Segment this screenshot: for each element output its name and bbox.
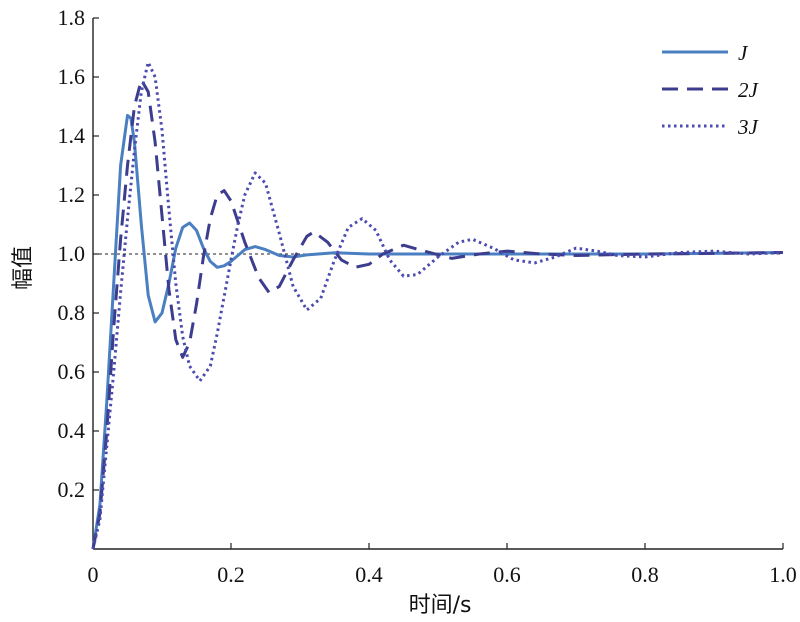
series-line-j (91, 113, 784, 550)
series-line-2j (91, 78, 784, 550)
series-group (91, 60, 784, 550)
y-tick-label: 1.6 (58, 64, 86, 89)
series-line-3j (91, 60, 784, 550)
legend: J 2J 3J (662, 41, 760, 139)
x-tick-label: 0.8 (631, 562, 659, 587)
y-tick-label: 1.0 (58, 241, 86, 266)
y-tick-label: 0.8 (58, 300, 86, 325)
axes (92, 17, 784, 550)
y-tick-label: 1.2 (58, 182, 86, 207)
legend-label-2j: 2J (738, 78, 760, 102)
x-axis-label: 时间/s (409, 593, 472, 618)
x-tick-label: 0 (88, 562, 99, 587)
y-tick-label: 1.4 (58, 123, 86, 148)
y-tick-label: 1.8 (58, 5, 86, 30)
y-tick-label: 0.2 (58, 477, 86, 502)
legend-label-3j: 3J (737, 115, 760, 139)
y-tick-label: 0.6 (58, 359, 86, 384)
x-tick-label: 0.2 (217, 562, 245, 587)
tick-labels: 0 0.2 0.4 0.6 0.8 1.0 0.2 0.4 0.6 0.8 1.0 1.2 1.4 1.6… (58, 5, 797, 587)
x-tick-label: 0.4 (355, 562, 383, 587)
x-tick-label: 0.6 (493, 562, 521, 587)
y-tick-label: 0.4 (58, 418, 86, 443)
x-tick-label: 1.0 (769, 562, 797, 587)
legend-label-j: J (738, 41, 749, 65)
y-axis-label: 幅值 (11, 246, 36, 290)
